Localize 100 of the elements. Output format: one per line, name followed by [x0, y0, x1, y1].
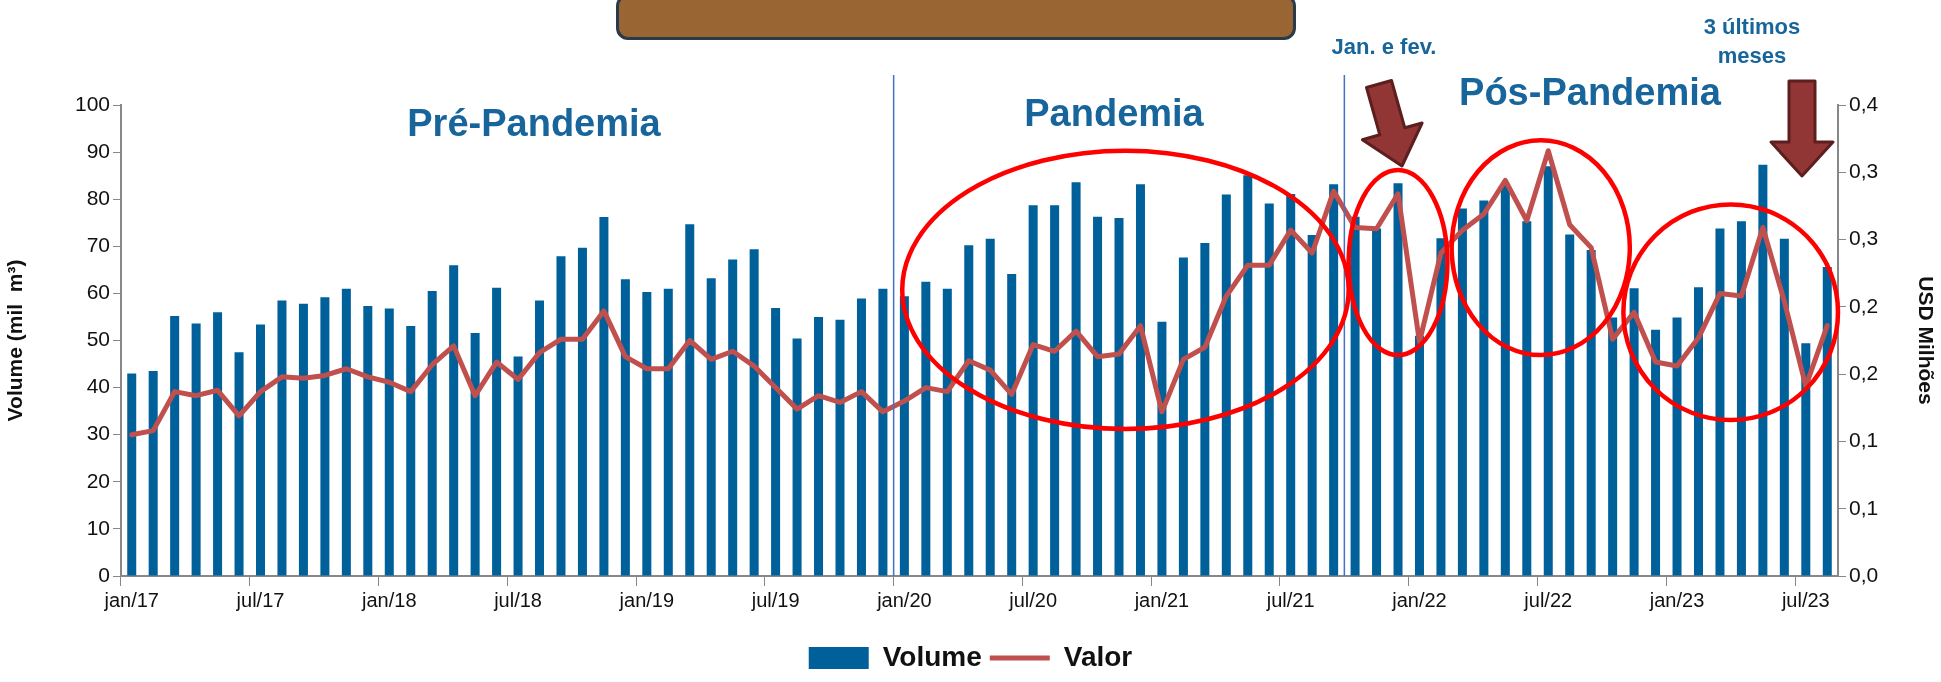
x-tick-label: jul/23 — [1780, 588, 1830, 611]
bar — [1264, 203, 1274, 576]
bar — [1178, 257, 1188, 576]
y-tick-label: 0 — [98, 562, 110, 586]
annotation: Pré-Pandemia — [406, 101, 662, 147]
bar — [1608, 317, 1618, 576]
bar — [1414, 335, 1424, 576]
y-tick-label: 50 — [86, 327, 110, 351]
bar — [1693, 287, 1703, 576]
bar — [856, 298, 866, 576]
bar — [1200, 243, 1210, 576]
bar — [878, 288, 888, 576]
bar — [1157, 321, 1167, 576]
bar — [1135, 184, 1145, 576]
bar — [771, 308, 781, 576]
bar — [1457, 208, 1467, 576]
legend-label: Valor — [1063, 640, 1133, 672]
bar — [556, 256, 566, 576]
bar — [1822, 267, 1832, 576]
text: 3 últimos meses — [1702, 13, 1802, 70]
bar — [406, 325, 416, 576]
bar — [213, 312, 223, 576]
bar — [792, 338, 802, 576]
bar — [449, 265, 459, 576]
x-tick-label: jul/17 — [235, 588, 285, 611]
x-tick-label: jul/18 — [493, 588, 542, 611]
bar — [728, 259, 738, 576]
bar — [148, 371, 158, 576]
y-tick-label: 70 — [86, 233, 110, 257]
bar — [1779, 238, 1789, 576]
legend-label: Volume — [882, 640, 982, 672]
bar — [749, 249, 759, 576]
bar — [256, 324, 266, 576]
bar — [814, 316, 824, 576]
x-tick-label: jan/17 — [103, 588, 159, 611]
text: Jan. e fev. — [1330, 32, 1438, 61]
bar — [1307, 235, 1317, 576]
bar — [1672, 317, 1682, 576]
bar — [1715, 228, 1725, 576]
annotation: Pós-Pandemia — [1458, 70, 1722, 116]
bar — [1350, 216, 1360, 576]
y-tick-label: 30 — [86, 421, 110, 445]
x-tick-label: jan/19 — [618, 588, 675, 611]
bar — [985, 238, 995, 576]
bar — [921, 281, 931, 576]
bar — [964, 245, 974, 576]
bar — [1543, 166, 1553, 576]
bar — [1093, 216, 1103, 576]
bar — [1329, 184, 1339, 576]
bar — [1028, 205, 1038, 576]
bar — [577, 247, 587, 576]
bar — [1393, 183, 1403, 576]
y-tick-label: 90 — [86, 138, 110, 162]
bar — [1436, 238, 1446, 576]
bar — [170, 316, 180, 576]
bar — [127, 373, 137, 576]
x-tick-label: jul/22 — [1523, 588, 1573, 611]
y-tick-label: 60 — [86, 280, 110, 304]
bar — [298, 303, 308, 576]
bar — [942, 288, 952, 576]
bar — [1522, 221, 1532, 576]
bar — [191, 323, 201, 576]
bar — [341, 288, 351, 576]
x-tick-label: jan/20 — [876, 588, 932, 611]
bar — [1736, 221, 1746, 576]
y2-tick-label: 0,1 — [1849, 495, 1879, 519]
bar — [1071, 182, 1081, 576]
bar — [384, 308, 394, 576]
x-tick-label: jan/23 — [1648, 588, 1705, 611]
bar — [470, 332, 480, 576]
bar — [899, 296, 909, 576]
bar — [1651, 329, 1661, 576]
bar — [234, 352, 244, 576]
bar — [320, 297, 330, 576]
bar — [1586, 250, 1596, 576]
y2-tick-label: 0,3 — [1849, 159, 1879, 183]
bar — [363, 306, 373, 576]
bar — [1243, 175, 1253, 576]
bar — [427, 291, 437, 576]
y2-axis-title: USD Milhões — [1914, 276, 1938, 405]
annotation: Pandemia — [1023, 91, 1205, 137]
bar — [1500, 185, 1510, 576]
y2-tick-label: 0,3 — [1849, 226, 1879, 250]
y2-tick-label: 0,1 — [1849, 428, 1879, 452]
y-tick-label: 40 — [86, 374, 110, 398]
y-tick-label: 20 — [86, 468, 110, 492]
bar — [1286, 194, 1296, 576]
bar — [706, 278, 716, 576]
bar — [1801, 343, 1811, 576]
x-tick-label: jul/19 — [750, 588, 800, 611]
bar — [277, 300, 287, 576]
bar — [663, 288, 673, 576]
bar — [513, 356, 523, 576]
x-tick-label: jan/21 — [1133, 588, 1190, 611]
bar — [535, 300, 545, 576]
y2-tick-label: 0,2 — [1849, 293, 1879, 317]
y-axis-title: Volume (mil m³) — [3, 259, 27, 422]
x-tick-label: jul/21 — [1265, 588, 1315, 611]
bar — [1050, 205, 1060, 576]
bar — [835, 319, 845, 576]
